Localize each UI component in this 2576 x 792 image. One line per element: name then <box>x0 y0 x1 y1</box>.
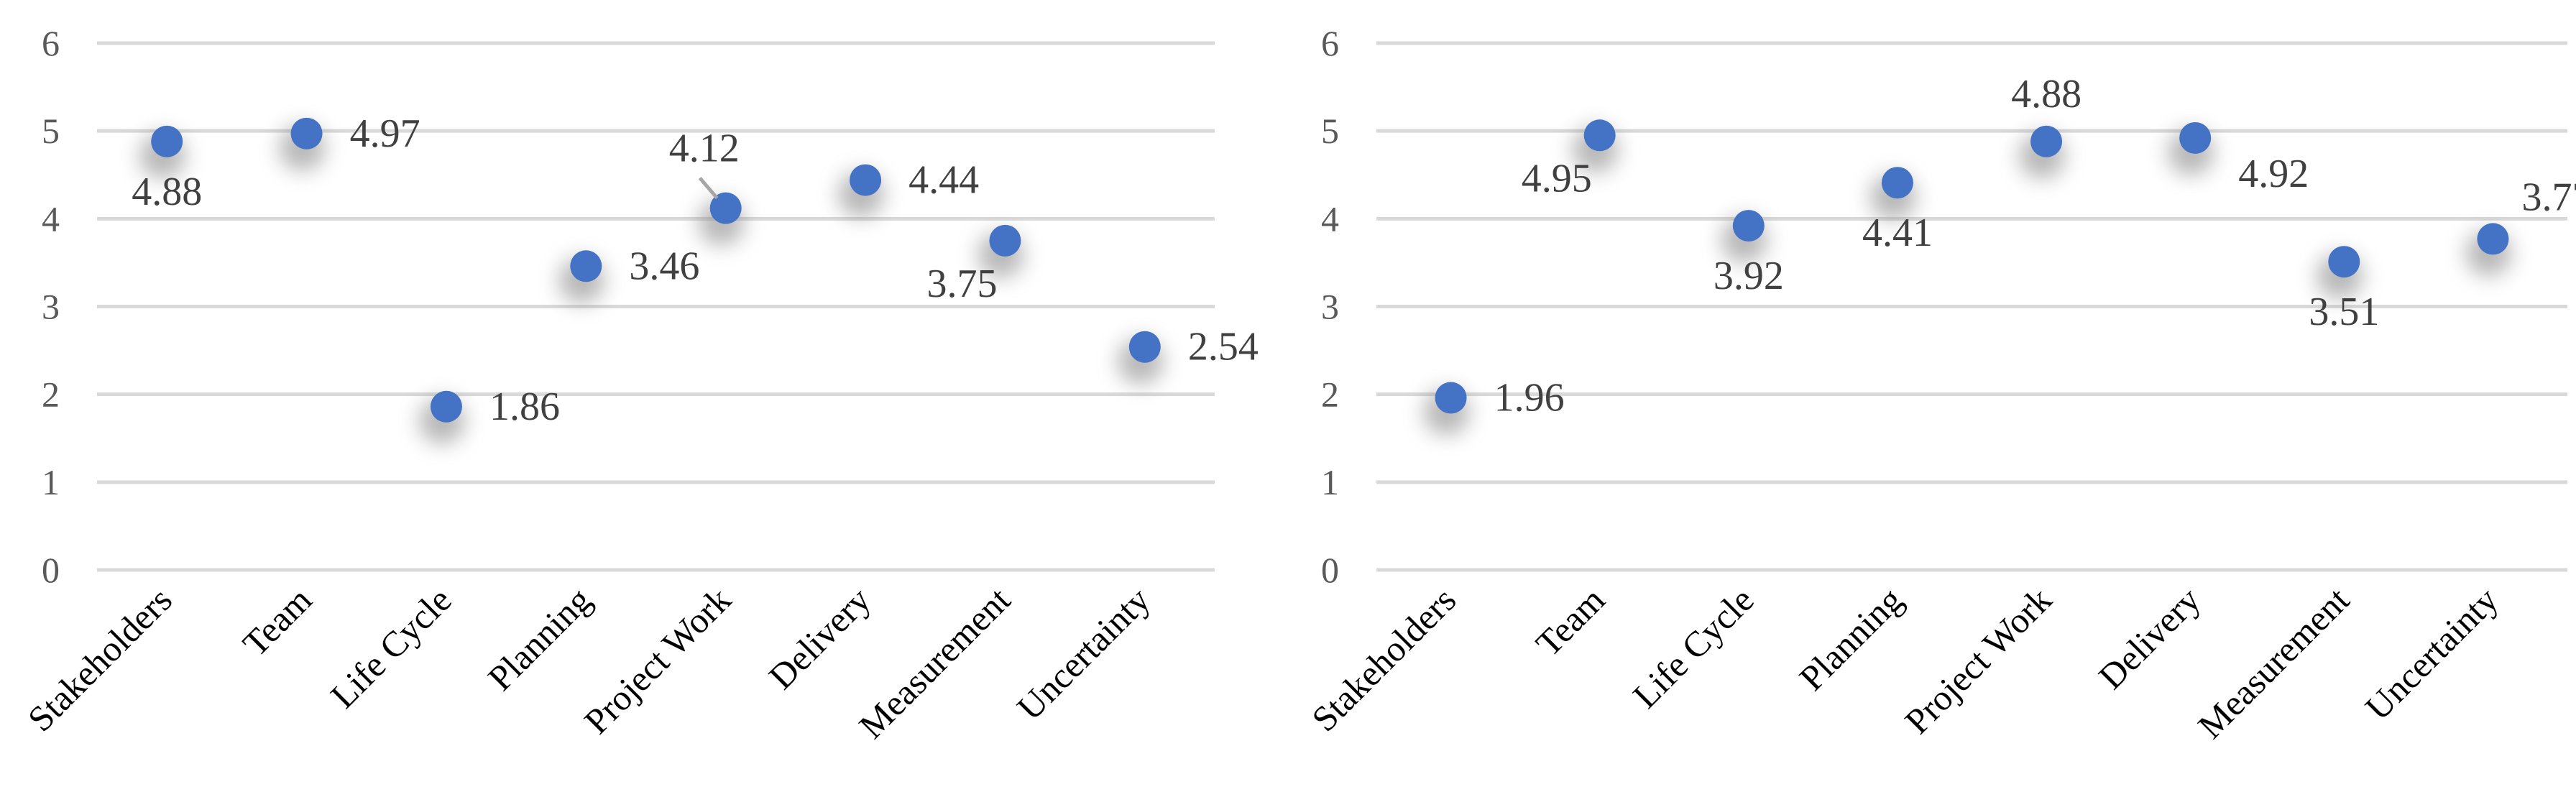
data-point <box>989 224 1021 257</box>
x-category-label: Project Work <box>576 579 739 742</box>
y-axis-ticks: 0 1 2 3 4 5 6 <box>42 23 60 590</box>
data-label: 2.54 <box>1188 325 1259 369</box>
x-category-label: Stakeholders <box>1304 579 1463 739</box>
x-category-label: Delivery <box>761 579 878 696</box>
y-tick-label: 1 <box>1321 462 1339 502</box>
chart-left-svg: 0 1 2 3 4 5 6 Stakeholders Team Life Cycle Plannin… <box>20 23 1259 746</box>
data-label: 1.96 <box>1494 376 1565 420</box>
data-label: 3.92 <box>1714 254 1784 298</box>
x-axis-labels: Stakeholders Team Life Cycle PlanningProjec… <box>20 579 1158 746</box>
data-point <box>430 390 462 423</box>
data-label: 4.92 <box>2238 152 2309 196</box>
data-point <box>2030 125 2063 157</box>
data-markers <box>1423 119 2512 436</box>
x-category-label: Measurement <box>2190 579 2357 746</box>
data-label: 1.86 <box>489 385 560 429</box>
y-tick-label: 5 <box>42 111 60 151</box>
data-point <box>1732 210 1765 242</box>
x-category-label: Planning <box>480 579 599 698</box>
data-label: 3.75 <box>926 262 997 306</box>
grid-lines <box>1376 41 2567 572</box>
x-category-label: Life Cycle <box>1625 579 1762 716</box>
y-tick-label: 5 <box>1321 111 1339 151</box>
x-category-label: Uncertainty <box>1009 579 1157 727</box>
x-category-label: Planning <box>1791 579 1910 698</box>
leader-line <box>698 177 719 200</box>
x-category-label: Delivery <box>2091 579 2208 696</box>
data-point <box>151 125 183 157</box>
data-labels: 4.88 4.97 1.86 3.46 4.12 4.44 3.75 2.54 <box>132 111 1259 429</box>
y-tick-label: 4 <box>1321 198 1339 239</box>
x-category-label: Stakeholders <box>20 579 180 739</box>
data-label: 4.41 <box>1862 211 1933 255</box>
data-labels: 1.96 4.95 3.92 4.41 4.88 4.92 3.51 3.77 <box>1494 72 2576 420</box>
y-tick-label: 0 <box>42 550 60 590</box>
grid-lines <box>97 41 1215 572</box>
data-point <box>2477 223 2509 255</box>
data-label: 3.77 <box>2521 175 2576 219</box>
x-axis-labels: Stakeholders Team Life Cycle PlanningProjec… <box>1304 579 2506 746</box>
y-tick-label: 0 <box>1321 550 1339 590</box>
data-point <box>850 164 882 196</box>
data-point <box>2328 246 2360 278</box>
x-category-label: Team <box>1528 579 1613 664</box>
y-tick-label: 2 <box>42 374 60 415</box>
y-tick-label: 3 <box>42 287 60 327</box>
data-point <box>570 250 602 282</box>
data-point <box>1128 331 1161 363</box>
x-category-label: Uncertainty <box>2358 579 2506 727</box>
chart-right: 0 1 2 3 4 5 6 Stakeholders Team Life Cycle Plannin… <box>1288 0 2576 792</box>
chart-left: 0 1 2 3 4 5 6 Stakeholders Team Life Cycle Plannin… <box>20 23 1259 746</box>
y-tick-label: 4 <box>42 198 60 239</box>
y-tick-label: 6 <box>1321 23 1339 63</box>
data-point <box>709 192 742 224</box>
data-label: 4.97 <box>350 111 420 156</box>
x-category-label: Measurement <box>851 579 1018 746</box>
x-category-label: Project Work <box>1897 579 2059 742</box>
data-point <box>1583 119 1616 152</box>
data-point <box>2179 121 2212 154</box>
data-point <box>290 117 323 149</box>
y-tick-label: 3 <box>1321 287 1339 327</box>
chart-right-svg: 0 1 2 3 4 5 6 Stakeholders Team Life Cycle Plannin… <box>1304 23 2576 746</box>
y-tick-label: 2 <box>1321 374 1339 415</box>
y-tick-label: 1 <box>42 462 60 502</box>
data-label: 4.12 <box>669 126 740 171</box>
x-category-label: Life Cycle <box>323 579 459 716</box>
data-label: 3.46 <box>629 244 699 288</box>
data-label: 4.44 <box>908 158 979 203</box>
data-label: 4.95 <box>1522 156 1592 201</box>
data-label: 4.88 <box>132 170 202 214</box>
data-markers <box>139 117 1164 444</box>
data-point <box>1435 382 1467 414</box>
data-point <box>1881 167 1913 199</box>
y-axis-ticks: 0 1 2 3 4 5 6 <box>1321 23 1339 590</box>
y-tick-label: 6 <box>42 23 60 63</box>
data-label: 3.51 <box>2309 290 2379 334</box>
data-label: 4.88 <box>2011 72 2082 116</box>
x-category-label: Team <box>235 579 320 664</box>
